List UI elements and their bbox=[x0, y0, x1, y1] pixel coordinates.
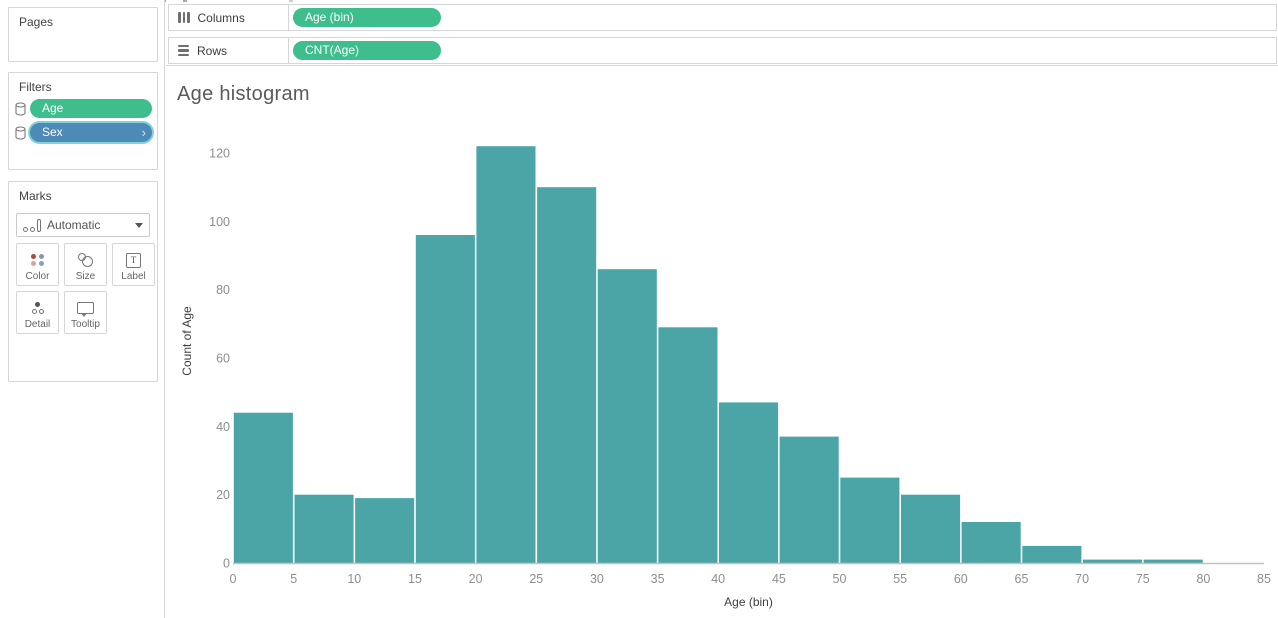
size-circles-icon bbox=[78, 252, 93, 268]
histogram-bar[interactable] bbox=[719, 402, 779, 563]
rows-shelf-header: Rows bbox=[169, 38, 289, 63]
x-tick-label: 5 bbox=[290, 572, 297, 586]
detail-button-label: Detail bbox=[24, 319, 51, 330]
chart-pane: Age histogram 0 20 40 60 80 100 120 0 5 10 15 20 25 3… bbox=[166, 65, 1278, 618]
text-label-icon: T bbox=[126, 252, 141, 268]
histogram-bar[interactable] bbox=[537, 187, 597, 563]
y-axis-title: Count of Age bbox=[180, 306, 194, 376]
size-button-label: Size bbox=[75, 271, 96, 282]
rows-icon bbox=[178, 44, 189, 57]
left-sidebar: Pages Filters Age Sex › Marks Automatic bbox=[0, 0, 165, 618]
chevron-right-icon: › bbox=[141, 125, 146, 140]
mark-type-value: Automatic bbox=[47, 218, 101, 232]
columns-shelf: Columns Age (bin) bbox=[168, 4, 1277, 31]
histogram-bar[interactable] bbox=[840, 477, 900, 563]
columns-pill-age-bin[interactable]: Age (bin) bbox=[293, 8, 441, 27]
y-tick-label: 80 bbox=[216, 283, 230, 297]
filters-shelf[interactable]: Filters Age Sex › bbox=[8, 72, 158, 170]
tooltip-button[interactable]: Tooltip bbox=[64, 291, 107, 334]
x-axis-title: Age (bin) bbox=[724, 595, 773, 609]
histogram-bar[interactable] bbox=[1143, 559, 1203, 563]
pages-shelf-label: Pages bbox=[19, 15, 54, 29]
histogram-bar[interactable] bbox=[1022, 545, 1082, 563]
x-tick-label: 45 bbox=[772, 572, 786, 586]
x-tick-label: 50 bbox=[833, 572, 847, 586]
color-button-label: Color bbox=[25, 271, 50, 282]
top-edge-artifact bbox=[289, 0, 293, 2]
marks-card: Marks Automatic Color Size T Label bbox=[8, 181, 158, 382]
x-tick-label: 75 bbox=[1136, 572, 1150, 586]
filter-pill-sex-text: Sex bbox=[42, 125, 63, 139]
histogram-bar[interactable] bbox=[476, 146, 536, 563]
x-tick-label: 10 bbox=[347, 572, 361, 586]
columns-icon bbox=[178, 12, 190, 23]
x-tick-label: 25 bbox=[529, 572, 543, 586]
database-cylinder-icon bbox=[15, 101, 26, 116]
x-tick-label: 65 bbox=[1015, 572, 1029, 586]
marks-buttons: Color Size T Label Detail Tooltip bbox=[16, 243, 158, 334]
rows-shelf-title: Rows bbox=[197, 43, 228, 58]
filter-pill-age[interactable]: Age bbox=[30, 99, 152, 118]
histogram-bar[interactable] bbox=[901, 494, 961, 563]
x-tick-label: 80 bbox=[1196, 572, 1210, 586]
columns-shelf-title: Columns bbox=[197, 10, 245, 25]
x-tick-label: 55 bbox=[893, 572, 907, 586]
mark-type-dropdown[interactable]: Automatic bbox=[16, 213, 150, 237]
x-tick-label: 60 bbox=[954, 572, 968, 586]
x-tick-label: 20 bbox=[469, 572, 483, 586]
bar-mark-icon bbox=[23, 218, 41, 232]
columns-shelf-drop-area[interactable]: Age (bin) bbox=[289, 5, 1276, 30]
y-tick-label: 60 bbox=[216, 352, 230, 366]
chevron-down-icon bbox=[135, 222, 143, 228]
histogram-bar[interactable] bbox=[658, 327, 718, 564]
y-tick-label: 100 bbox=[209, 215, 230, 229]
histogram-bar[interactable] bbox=[779, 436, 839, 563]
x-tick-label: 15 bbox=[408, 572, 422, 586]
x-tick-label: 40 bbox=[711, 572, 725, 586]
histogram-plot: 0 20 40 60 80 100 120 0 5 10 15 20 25 30 35 40 45 50 55 60 6… bbox=[180, 146, 1271, 609]
histogram-bar[interactable] bbox=[294, 494, 354, 563]
x-tick-label: 0 bbox=[230, 572, 237, 586]
x-tick-label: 30 bbox=[590, 572, 604, 586]
rows-shelf-drop-area[interactable]: CNT(Age) bbox=[289, 38, 1276, 63]
histogram-bar[interactable] bbox=[1082, 559, 1142, 563]
x-tick-label: 85 bbox=[1257, 572, 1271, 586]
color-button[interactable]: Color bbox=[16, 243, 59, 286]
histogram-bar[interactable] bbox=[415, 235, 475, 563]
tooltip-bubble-icon bbox=[77, 300, 94, 317]
filter-row-sex: Sex › bbox=[14, 123, 152, 142]
marks-card-label: Marks bbox=[19, 189, 52, 203]
histogram-bar[interactable] bbox=[355, 498, 415, 563]
detail-dots-icon bbox=[31, 300, 44, 316]
filter-pill-sex[interactable]: Sex › bbox=[30, 123, 152, 142]
database-cylinder-icon bbox=[15, 125, 26, 140]
histogram-bar[interactable] bbox=[233, 412, 293, 563]
y-tick-label: 0 bbox=[223, 557, 230, 571]
top-edge-artifact bbox=[183, 0, 187, 2]
histogram-bar[interactable] bbox=[597, 269, 657, 563]
rows-pill-cnt-age[interactable]: CNT(Age) bbox=[293, 41, 441, 60]
chart-title: Age histogram bbox=[177, 83, 310, 105]
columns-shelf-header: Columns bbox=[169, 5, 289, 30]
y-tick-label: 40 bbox=[216, 420, 230, 434]
histogram-bar[interactable] bbox=[961, 522, 1021, 563]
label-button[interactable]: T Label bbox=[112, 243, 155, 286]
x-tick-label: 35 bbox=[651, 572, 665, 586]
filter-row-age: Age bbox=[14, 99, 152, 118]
color-dots-icon bbox=[30, 252, 45, 268]
rows-shelf: Rows CNT(Age) bbox=[168, 37, 1277, 64]
tooltip-button-label: Tooltip bbox=[71, 319, 100, 330]
size-button[interactable]: Size bbox=[64, 243, 107, 286]
x-tick-label: 70 bbox=[1075, 572, 1089, 586]
y-tick-label: 20 bbox=[216, 488, 230, 502]
pages-shelf[interactable]: Pages bbox=[8, 7, 158, 62]
filters-shelf-label: Filters bbox=[19, 80, 52, 94]
detail-button[interactable]: Detail bbox=[16, 291, 59, 334]
y-tick-label: 120 bbox=[209, 147, 230, 161]
label-button-label: Label bbox=[121, 271, 146, 282]
